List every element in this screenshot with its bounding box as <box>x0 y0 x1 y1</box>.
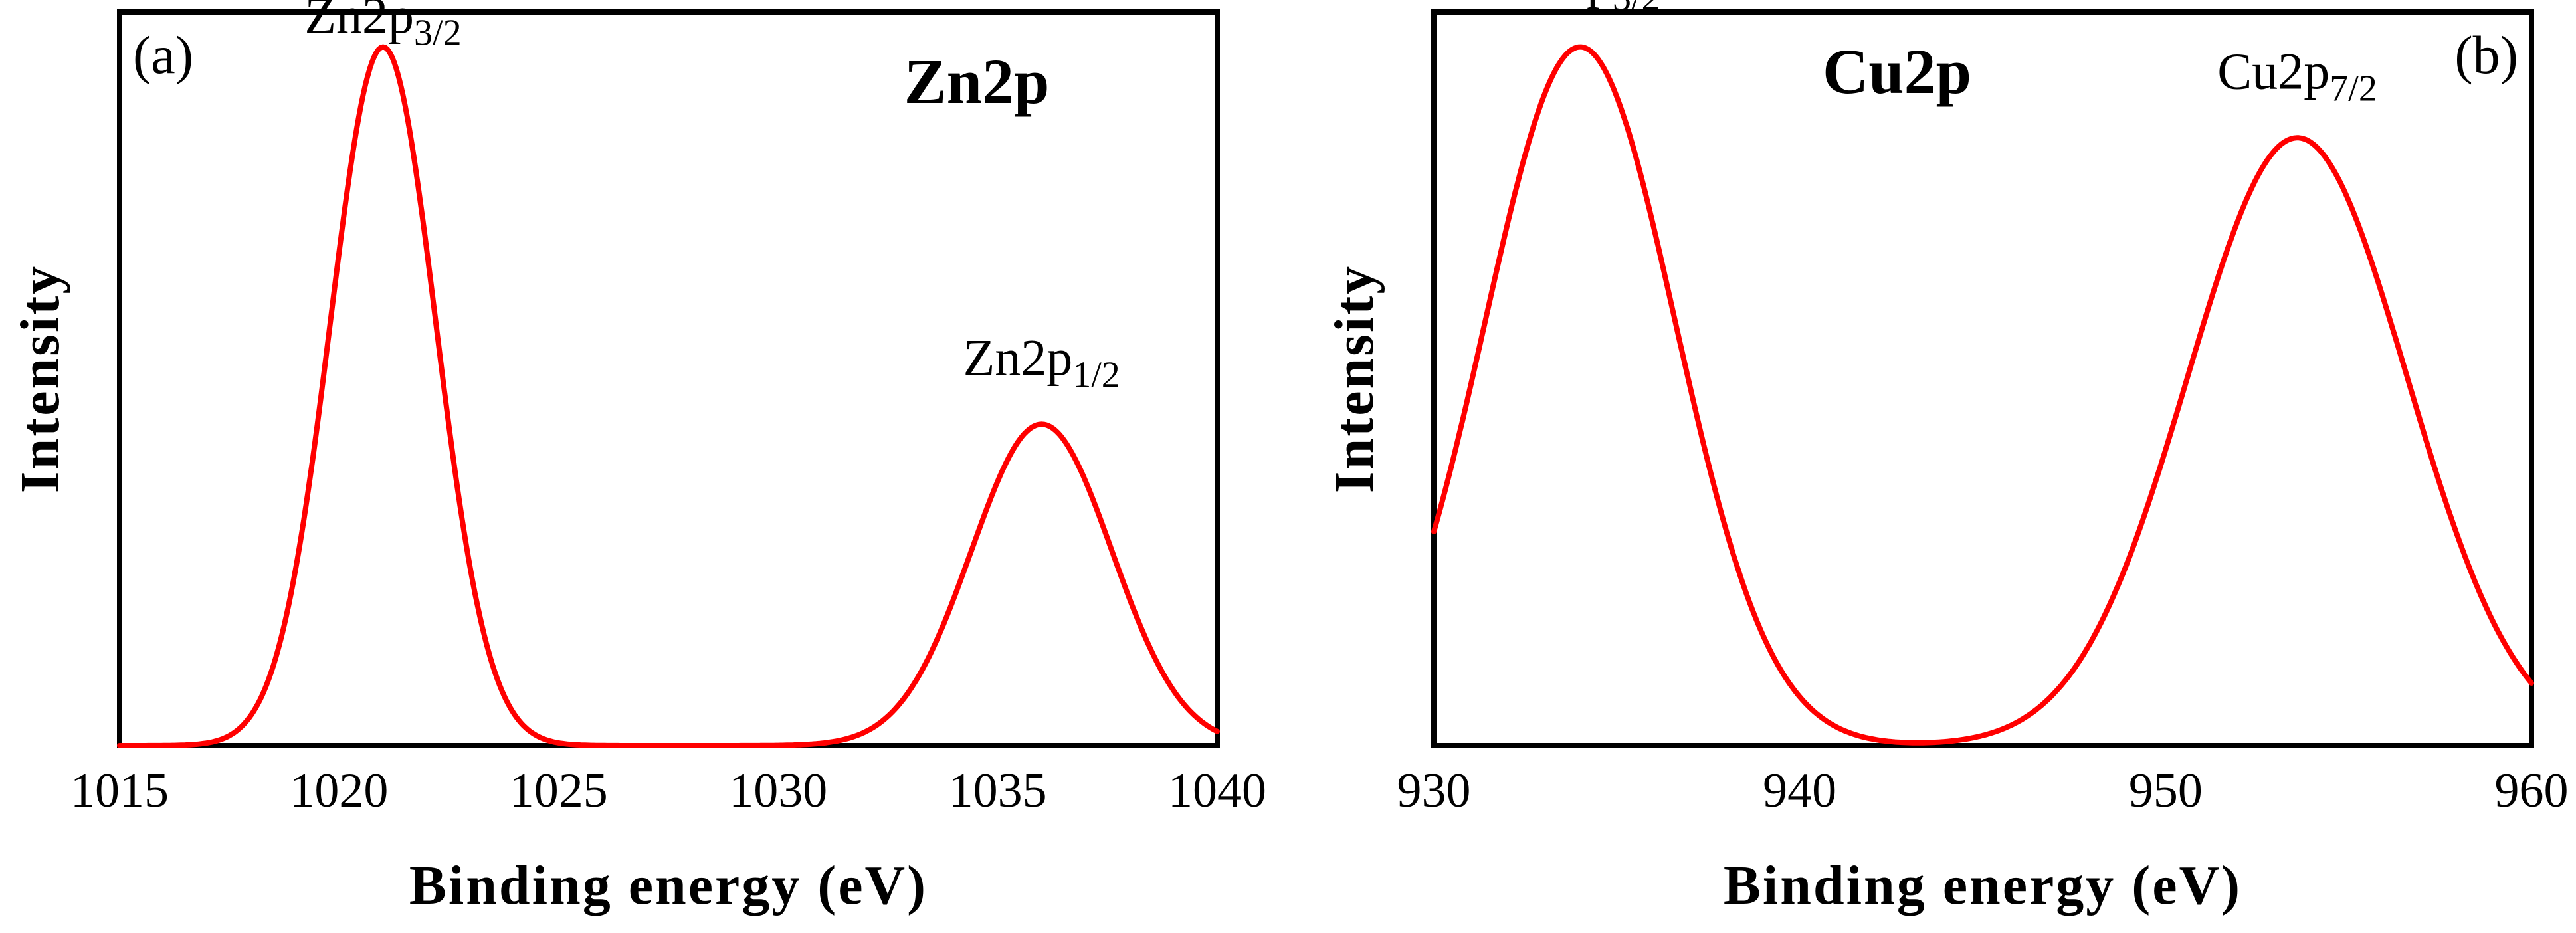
panel-a-y-axis-title: Intensity <box>9 264 71 493</box>
panel-a-x-tick-label: 1015 <box>70 764 169 818</box>
peak-label-subscript: 7/2 <box>2329 68 2377 110</box>
peak-label-subscript: 3/2 <box>414 13 462 54</box>
panel-a-title: Zn2p <box>904 46 1050 117</box>
panel-a-tag: (a) <box>133 25 193 85</box>
panel-b-title: Cu2p <box>1823 36 1971 107</box>
peak-label-main: Cu2p <box>1500 0 1613 9</box>
panel-a-x-tick-label: 1040 <box>1168 764 1266 818</box>
panel-a-spectrum-line <box>117 44 1220 748</box>
peak-label-subscript: 1/2 <box>1072 355 1120 396</box>
panel-a-x-axis-title: Binding energy (eV) <box>409 855 928 916</box>
panel-b-x-axis-title: Binding energy (eV) <box>1724 855 2242 916</box>
panel-b-peak-label-cu2p7-2: Cu2p7/2 <box>2217 43 2377 110</box>
panel-b-x-ticks: 930 940 950 960 <box>1397 764 2569 818</box>
peak-label-main: Zn2p <box>304 0 414 45</box>
panel-b-x-tick-label: 940 <box>1763 764 1836 818</box>
peak-label-main: Cu2p <box>2217 43 2329 100</box>
panel-a-x-ticks: 1015 1020 1025 1030 1035 1040 <box>70 764 1266 818</box>
panel-a-x-tick-label: 1025 <box>510 764 608 818</box>
panel-b-x-tick-label: 930 <box>1397 764 1471 818</box>
panel-b-plot-frame <box>1431 9 2534 748</box>
panel-a-peak-label-zn2p3-2: Zn2p3/2 <box>304 0 461 54</box>
panel-a-x-tick-label: 1030 <box>729 764 827 818</box>
panel-a-peak-label-zn2p1-2: Zn2p1/2 <box>963 329 1120 396</box>
peak-label-subscript: 3/2 <box>1613 0 1660 19</box>
panel-a-x-tick-label: 1035 <box>949 764 1047 818</box>
panel-b-spectrum-line <box>1431 44 2534 746</box>
panel-b-x-tick-label: 960 <box>2495 764 2569 818</box>
panel-b-y-axis-title: Intensity <box>1324 264 1385 493</box>
panel-b-peak-label-cu2p3-2: Cu2p3/2 <box>1500 0 1660 19</box>
panel-a-x-tick-label: 1020 <box>290 764 388 818</box>
panel-b-tag: (b) <box>2454 25 2518 85</box>
panel-b-x-tick-label: 950 <box>2129 764 2203 818</box>
panel-a: 1015 1020 1025 1030 1035 1040 (a) Zn2p Zn2p3/… <box>9 0 1266 916</box>
peak-label-main: Zn2p <box>963 329 1073 387</box>
